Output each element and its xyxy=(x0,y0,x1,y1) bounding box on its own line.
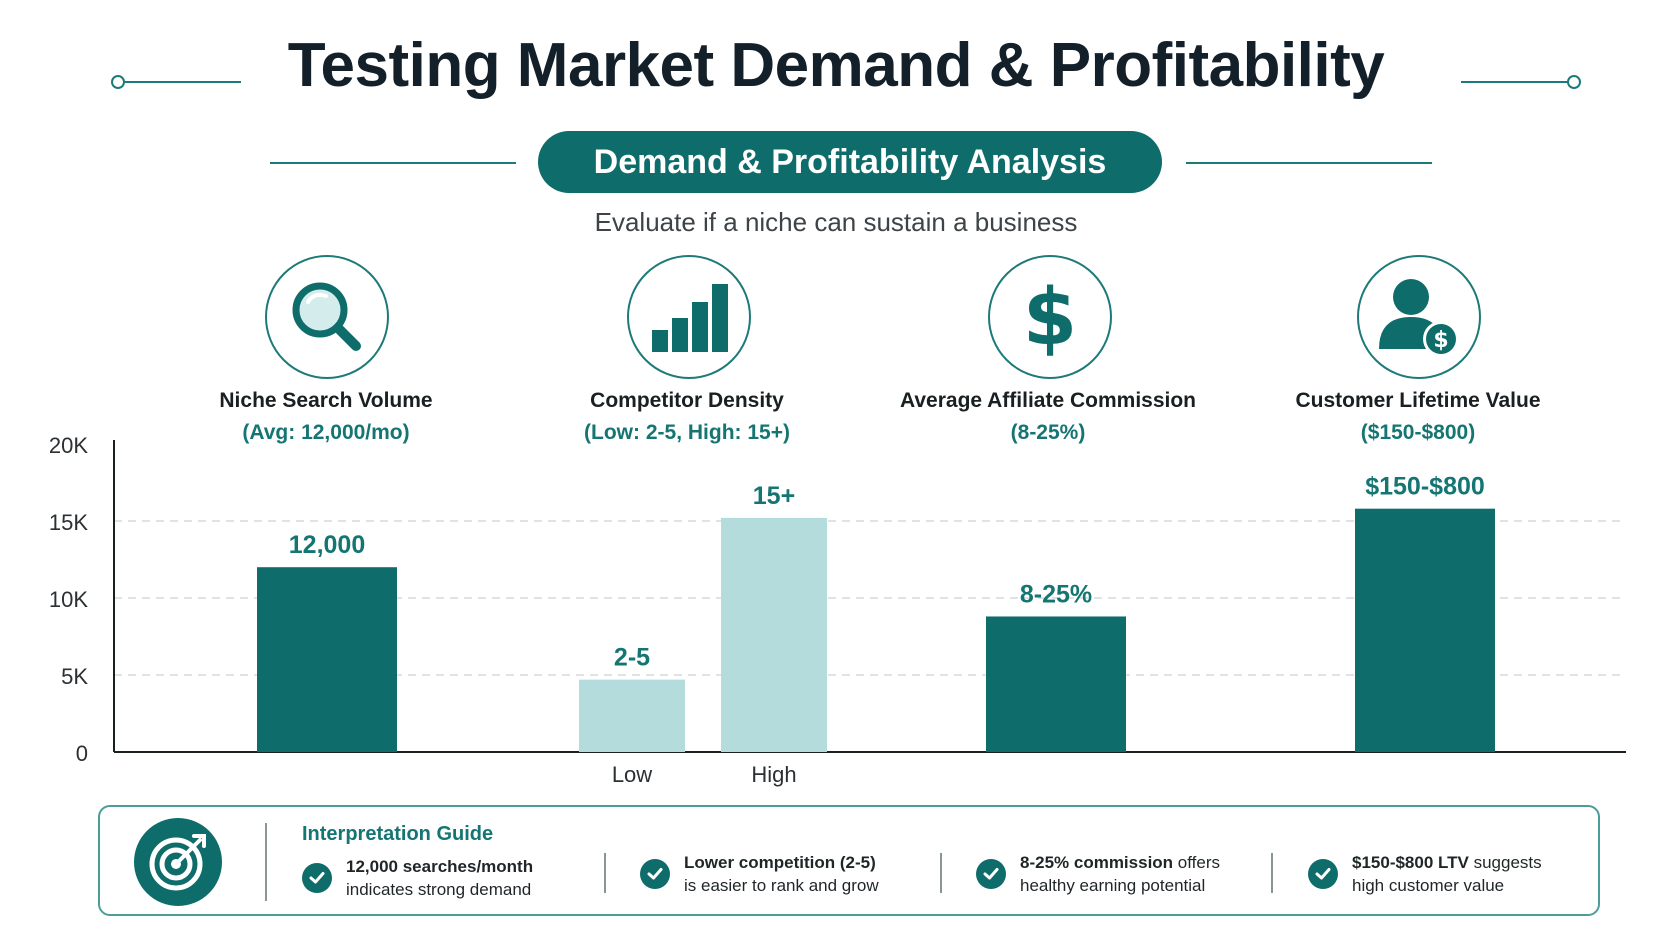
guide-item: Lower competition (2-5) is easier to ran… xyxy=(640,851,879,897)
guide-item-text: is easier to rank and grow xyxy=(684,876,879,895)
user-dollar-icon: $ xyxy=(1379,279,1459,357)
bar xyxy=(721,517,827,752)
bar-chart: 0 5K 10K 15K 20K 12,000 2-5 Low 15+ High 8-25% $150… xyxy=(49,433,1626,787)
guide-item: $150-$800 LTV suggests high customer val… xyxy=(1308,851,1542,897)
bar-value-label: 2-5 xyxy=(614,644,650,672)
guide-item-bold: 12,000 searches/month xyxy=(346,857,534,876)
metric-sub: (Low: 2-5, High: 15+) xyxy=(584,421,790,444)
guide-item-text: high customer value xyxy=(1352,876,1505,895)
bar xyxy=(986,616,1126,752)
metric-sub: (8-25%) xyxy=(1010,421,1086,444)
target-icon-badge xyxy=(134,818,222,906)
guide-item-bold: Lower competition (2-5) xyxy=(684,853,876,872)
guide-item: 12,000 searches/month indicates strong d… xyxy=(302,855,533,901)
bar-value-label: 15+ xyxy=(753,482,795,510)
guide-item-bold: 8-25% commission xyxy=(1020,853,1174,872)
title-left-dot xyxy=(111,75,125,89)
metric-label: Niche Search Volume xyxy=(219,389,433,412)
metric-label: Competitor Density xyxy=(590,389,784,412)
title-right-dot xyxy=(1567,75,1581,89)
guide-item-text: healthy earning potential xyxy=(1020,876,1206,895)
y-tick-label: 5K xyxy=(61,664,88,689)
dollar-sign-icon: $ xyxy=(1023,273,1077,362)
interpretation-guide: Interpretation Guide 12,000 searches/mon… xyxy=(98,805,1600,916)
guide-divider xyxy=(1271,853,1273,893)
guide-item-inline: suggests xyxy=(1468,853,1542,872)
metric-icon-circle xyxy=(265,255,389,379)
metric-label: Average Affiliate Commission xyxy=(899,389,1197,412)
check-icon xyxy=(976,859,1006,889)
banner-right-line xyxy=(1186,162,1432,164)
guide-title: Interpretation Guide xyxy=(302,823,494,845)
guide-item-text: indicates strong demand xyxy=(346,880,532,899)
check-icon xyxy=(1308,859,1338,889)
metric-label: Customer Lifetime Value xyxy=(1295,389,1541,412)
magnifying-glass-icon xyxy=(292,282,361,351)
bar-value-label: $150-$800 xyxy=(1365,473,1485,501)
guide-divider xyxy=(604,853,606,893)
svg-text:$: $ xyxy=(1023,273,1077,362)
svg-text:$: $ xyxy=(1433,328,1448,353)
y-tick-label: 10K xyxy=(49,587,88,612)
title-left-line xyxy=(125,81,241,83)
section-banner: Demand & Profitability Analysis xyxy=(538,131,1162,193)
metric-icon-circle xyxy=(627,255,751,379)
bar xyxy=(579,679,685,752)
target-icon xyxy=(149,834,206,891)
y-tick-label: 15K xyxy=(49,510,88,535)
y-tick-label: 0 xyxy=(76,741,88,766)
bar xyxy=(257,567,397,752)
guide-divider xyxy=(265,823,267,901)
y-tick-label: 20K xyxy=(49,433,88,458)
x-category-label: High xyxy=(751,762,796,787)
check-icon xyxy=(640,859,670,889)
bar-value-label: 12,000 xyxy=(289,531,365,559)
guide-item: 8-25% commission offers healthy earning … xyxy=(976,851,1220,897)
bar-chart-icon xyxy=(652,284,728,352)
title-right-line xyxy=(1461,81,1577,83)
bar xyxy=(1355,508,1495,752)
guide-item-inline: offers xyxy=(1173,853,1220,872)
bar-value-label: 8-25% xyxy=(1020,580,1092,608)
metric-icon-circle: $ xyxy=(988,255,1112,379)
check-icon xyxy=(302,863,332,893)
guide-item-bold: $150-$800 LTV xyxy=(1352,853,1469,872)
metric-sub: ($150-$800) xyxy=(1360,421,1476,444)
metric-sub: (Avg: 12,000/mo) xyxy=(242,421,410,444)
guide-divider xyxy=(940,853,942,893)
x-category-label: Low xyxy=(612,762,652,787)
banner-left-line xyxy=(270,162,516,164)
page-title: Testing Market Demand & Profitability xyxy=(287,31,1385,100)
subtitle: Evaluate if a niche can sustain a busine… xyxy=(594,207,1078,237)
metric-icon-circle: $ xyxy=(1357,255,1481,379)
